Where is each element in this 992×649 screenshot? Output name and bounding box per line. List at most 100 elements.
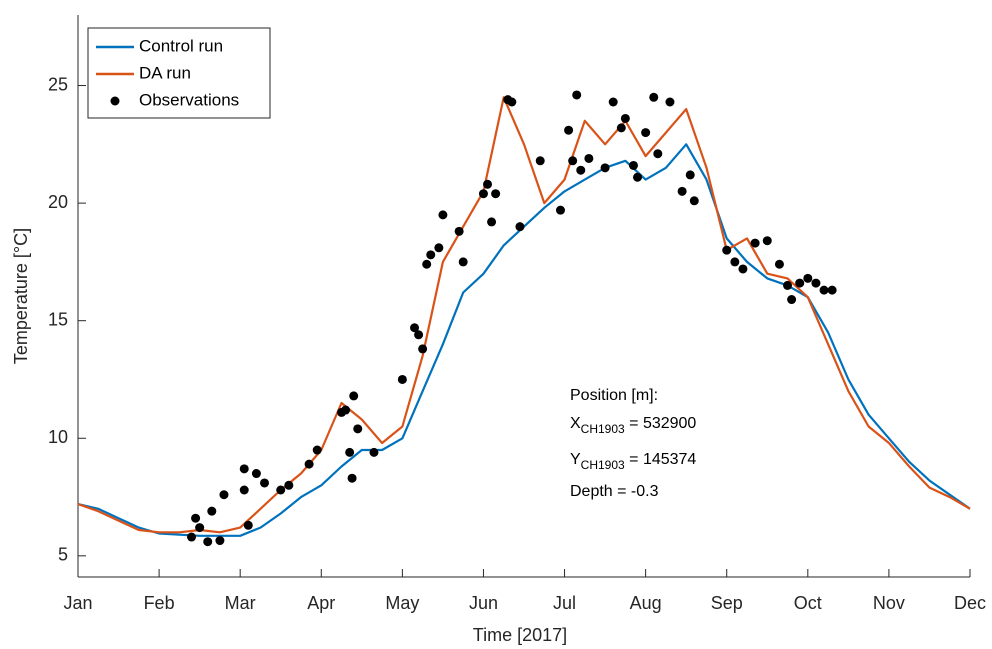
series-line — [77, 143, 971, 537]
observation — [803, 273, 813, 283]
observation — [783, 280, 793, 290]
annotation-title: Position [m]: — [570, 387, 658, 404]
observation — [572, 90, 582, 100]
observation — [738, 264, 748, 274]
observation — [369, 447, 379, 457]
observation — [787, 295, 797, 305]
value: = 145374 — [625, 451, 697, 468]
y-axis-label: Temperature [°C] — [11, 228, 31, 364]
observation — [564, 125, 574, 135]
x-tick-label: May — [385, 593, 419, 613]
subscript: CH1903 — [581, 422, 625, 436]
symbol: X — [570, 415, 581, 432]
observation — [774, 259, 784, 269]
observation — [191, 513, 201, 523]
observation — [215, 536, 225, 546]
y-tick-label: 5 — [58, 545, 68, 565]
observation — [422, 259, 432, 269]
observation — [576, 165, 586, 175]
symbol: Y — [570, 451, 581, 468]
observation — [239, 464, 249, 474]
observation — [187, 532, 197, 542]
y-tick-label: 15 — [48, 309, 68, 329]
legend-swatch — [110, 96, 120, 106]
y-tick-label: 20 — [48, 192, 68, 212]
x-tick-label: Mar — [225, 593, 256, 613]
observation — [410, 323, 420, 333]
observation — [284, 480, 294, 490]
x-tick-label: Dec — [954, 593, 986, 613]
observation — [827, 285, 837, 295]
observation — [418, 344, 428, 354]
observation — [568, 156, 578, 166]
observation — [426, 250, 436, 260]
observation — [665, 97, 675, 107]
observation — [620, 113, 630, 123]
observation — [458, 257, 468, 267]
x-tick-label: Aug — [630, 593, 662, 613]
annotation: Position [m]: XCH1903 = 532900 YCH1903 =… — [570, 387, 696, 500]
observation — [641, 128, 651, 138]
observation — [600, 163, 610, 173]
observation — [649, 92, 659, 102]
observation — [312, 445, 322, 455]
observation — [243, 520, 253, 530]
legend: Control run DA run Observations — [87, 27, 271, 119]
observation — [628, 160, 638, 170]
observation — [730, 257, 740, 267]
x-tick-label: Apr — [307, 593, 335, 613]
observation — [483, 179, 493, 189]
observation — [616, 123, 626, 133]
annotation-depth: Depth = -0.3 — [570, 483, 659, 500]
observation — [795, 278, 805, 288]
observation — [722, 245, 732, 255]
x-tick-label: Nov — [873, 593, 905, 613]
observation — [195, 523, 205, 533]
x-tick-label: Sep — [711, 593, 743, 613]
observation — [304, 459, 314, 469]
observation — [219, 490, 229, 500]
y-tick-label: 25 — [48, 74, 68, 94]
series-line — [77, 96, 971, 534]
observation — [414, 330, 424, 340]
x-tick-label: Feb — [144, 593, 175, 613]
observation — [689, 196, 699, 206]
legend-label: DA run — [139, 63, 191, 82]
x-tick-label: Jun — [469, 593, 498, 613]
observation — [811, 278, 821, 288]
x-axis-label: Time [2017] — [473, 625, 567, 645]
observation — [487, 217, 497, 227]
observation — [345, 447, 355, 457]
annotation-y: YCH1903 = 145374 — [570, 451, 696, 472]
annotation-x: XCH1903 = 532900 — [570, 415, 696, 436]
legend-label: Observations — [139, 90, 239, 109]
x-tick-label: Oct — [794, 593, 822, 613]
observation — [677, 186, 687, 196]
observation — [276, 485, 286, 495]
observation — [207, 506, 217, 516]
observation — [491, 189, 501, 199]
observation — [515, 222, 525, 232]
observation — [633, 172, 643, 182]
observation — [555, 205, 565, 215]
observation — [750, 238, 760, 248]
legend-label: Control run — [139, 36, 223, 55]
observation — [341, 405, 351, 415]
y-tick-label: 10 — [48, 427, 68, 447]
observation — [685, 170, 695, 180]
observation — [434, 243, 444, 253]
observation — [260, 478, 270, 488]
observation — [584, 153, 594, 163]
observation — [454, 226, 464, 236]
observation — [347, 473, 357, 483]
observation — [251, 469, 261, 479]
observation — [478, 189, 488, 199]
observation — [507, 97, 517, 107]
observation — [349, 391, 359, 401]
observation — [819, 285, 829, 295]
observation — [203, 537, 213, 547]
observation — [608, 97, 618, 107]
observation — [239, 485, 249, 495]
value: = 532900 — [625, 415, 697, 432]
